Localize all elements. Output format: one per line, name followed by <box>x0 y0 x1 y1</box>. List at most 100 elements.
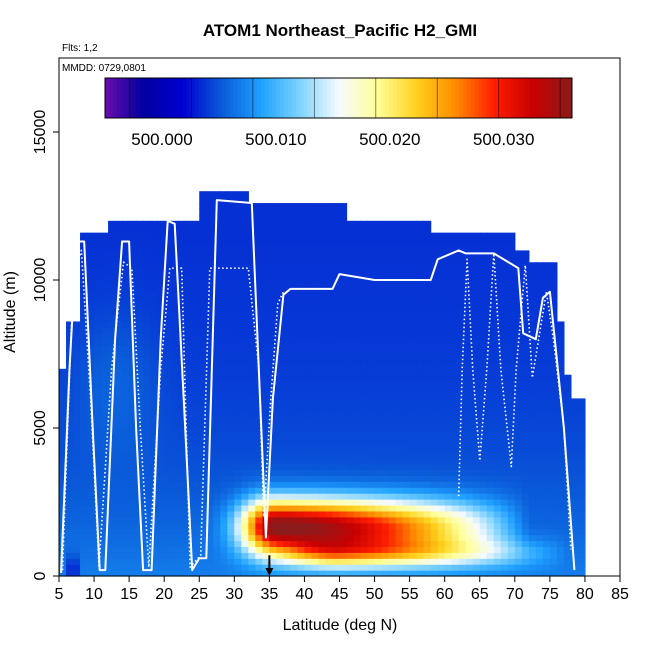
heatmap-cell <box>213 404 221 411</box>
heatmap-cell <box>563 433 572 441</box>
heatmap-cell <box>227 499 235 506</box>
heatmap-cell <box>451 345 460 352</box>
heatmap-cell <box>269 439 277 447</box>
heatmap-cell <box>318 398 327 405</box>
colorbar-segment <box>252 78 258 118</box>
heatmap-cell <box>549 297 558 305</box>
heatmap-cell <box>241 416 249 423</box>
heatmap-cell <box>178 522 186 530</box>
heatmap-cell <box>108 558 116 565</box>
heatmap-cell <box>220 469 228 476</box>
heatmap-cell <box>500 558 509 565</box>
heatmap-cell <box>500 410 509 417</box>
heatmap-cell <box>199 333 207 340</box>
heatmap-cell <box>283 499 292 506</box>
heatmap-cell <box>402 570 411 577</box>
heatmap-cell <box>276 445 284 453</box>
heatmap-cell <box>157 534 165 542</box>
heatmap-cell <box>283 558 292 565</box>
heatmap-cell <box>206 191 214 198</box>
heatmap-cell <box>402 504 411 512</box>
heatmap-cell <box>276 528 284 536</box>
heatmap-cell <box>241 197 249 204</box>
heatmap-cell <box>87 351 95 358</box>
heatmap-cell <box>269 262 277 269</box>
heatmap-cell <box>388 333 397 340</box>
heatmap-cell <box>486 510 495 518</box>
heatmap-cell <box>486 351 495 358</box>
heatmap-cell <box>535 499 544 506</box>
heatmap-cell <box>150 321 158 328</box>
heatmap-cell <box>262 428 270 435</box>
heatmap-cell <box>528 451 537 459</box>
colorbar-segment <box>400 78 406 118</box>
heatmap-cell <box>150 368 158 376</box>
heatmap-cell <box>388 362 397 370</box>
heatmap-cell <box>276 433 284 441</box>
heatmap-cell <box>199 540 207 547</box>
heatmap-cell <box>73 327 81 334</box>
heatmap-cell <box>150 552 158 559</box>
heatmap-cell <box>542 315 551 323</box>
colorbar-segment <box>116 78 122 118</box>
heatmap-cell <box>402 392 411 399</box>
heatmap-cell <box>59 386 67 394</box>
heatmap-cell <box>241 410 249 417</box>
heatmap-cell <box>360 428 369 435</box>
heatmap-cell <box>276 463 284 471</box>
heatmap-cell <box>150 380 158 388</box>
heatmap-cell <box>290 546 299 553</box>
heatmap-cell <box>381 558 390 565</box>
heatmap-cell <box>360 303 369 311</box>
heatmap-cell <box>248 250 256 257</box>
heatmap-cell <box>395 516 404 524</box>
heatmap-cell <box>528 546 537 553</box>
heatmap-cell <box>479 268 488 275</box>
heatmap-cell <box>143 232 151 240</box>
heatmap-cell <box>535 516 544 524</box>
heatmap-cell <box>353 451 362 459</box>
heatmap-cell <box>493 445 502 453</box>
heatmap-cell <box>157 268 165 275</box>
heatmap-cell <box>143 493 151 500</box>
heatmap-cell <box>409 250 418 257</box>
heatmap-cell <box>549 380 558 388</box>
heatmap-cell <box>521 309 530 317</box>
heatmap-cell <box>458 499 467 506</box>
heatmap-cell <box>507 238 516 246</box>
heatmap-cell <box>276 214 284 222</box>
heatmap-cell <box>486 238 495 246</box>
heatmap-cell <box>367 297 376 305</box>
heatmap-cell <box>472 232 481 240</box>
heatmap-cell <box>192 516 200 524</box>
heatmap-cell <box>479 297 488 305</box>
heatmap-cell <box>297 274 306 281</box>
heatmap-cell <box>157 238 165 246</box>
heatmap-cell <box>479 274 488 281</box>
heatmap-cell <box>304 510 313 518</box>
heatmap-cell <box>318 422 327 429</box>
heatmap-cell <box>290 232 299 240</box>
heatmap-cell <box>423 481 432 488</box>
heatmap-cell <box>101 546 109 553</box>
heatmap-cell <box>248 244 256 251</box>
heatmap-cell <box>185 469 193 476</box>
heatmap-cell <box>115 339 123 346</box>
heatmap-cell <box>388 250 397 257</box>
heatmap-cell <box>353 238 362 246</box>
heatmap-cell <box>101 315 109 323</box>
heatmap-cell <box>290 522 299 530</box>
heatmap-cell <box>101 398 109 405</box>
x-tick-label: 35 <box>260 586 278 603</box>
heatmap-cell <box>493 262 502 269</box>
heatmap-cell <box>360 416 369 423</box>
heatmap-cell <box>108 327 116 334</box>
heatmap-cell <box>570 433 579 441</box>
heatmap-cell <box>318 475 327 482</box>
heatmap-cell <box>101 392 109 399</box>
heatmap-cell <box>507 274 516 281</box>
heatmap-cell <box>402 268 411 275</box>
heatmap-cell <box>87 558 95 565</box>
heatmap-cell <box>101 410 109 417</box>
heatmap-cell <box>381 321 390 328</box>
